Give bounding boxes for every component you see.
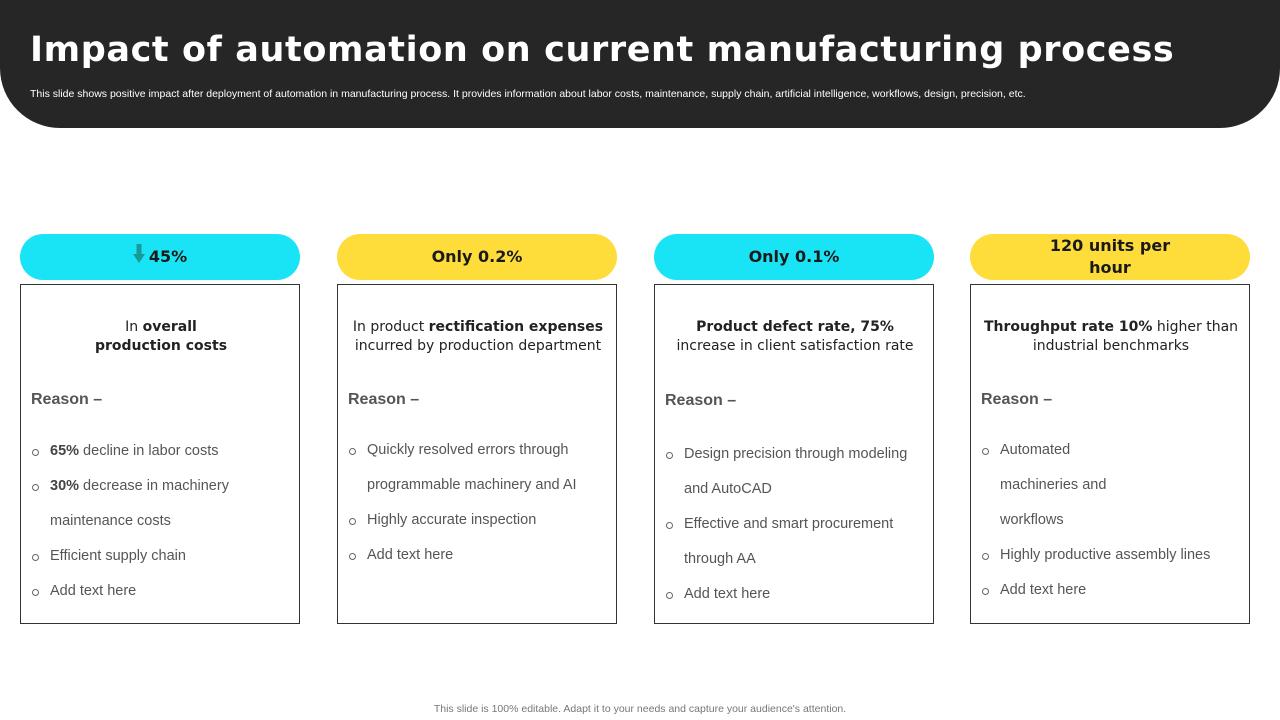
card-body: Throughput rate 10% higher than industri…: [970, 284, 1250, 624]
reason-list: Design precision through modeling and Au…: [665, 437, 927, 612]
reason-list: Automated machineries and workflows High…: [981, 433, 1211, 608]
metric-pill: 120 units per hour: [970, 234, 1250, 280]
card-production-costs: 45% In overall production costs Reason –…: [20, 234, 300, 624]
metric-pill: Only 0.1%: [654, 234, 934, 280]
card-headline: Product defect rate, 75% increase in cli…: [676, 319, 914, 354]
reason-label: Reason –: [665, 392, 737, 409]
list-item: Add text here: [665, 577, 927, 612]
list-item: 65% decline in labor costs: [31, 434, 293, 469]
card-defect-rate: Only 0.1% Product defect rate, 75% incre…: [654, 234, 934, 624]
list-item: Effective and smart procurement through …: [665, 507, 927, 577]
card-throughput-rate: 120 units per hour Throughput rate 10% h…: [970, 234, 1250, 624]
page-subtitle: This slide shows positive impact after d…: [30, 88, 1026, 100]
card-rectification-expenses: Only 0.2% In product rectification expen…: [337, 234, 617, 624]
reason-list: 65% decline in labor costs 30% decrease …: [31, 434, 293, 609]
card-body: Product defect rate, 75% increase in cli…: [654, 284, 934, 624]
reason-label: Reason –: [31, 391, 103, 408]
card-body: In product rectification expenses incurr…: [337, 284, 617, 624]
list-item: Add text here: [348, 538, 610, 573]
list-item: Add text here: [31, 574, 293, 609]
metric-pill: Only 0.2%: [337, 234, 617, 280]
list-item: Add text here: [981, 573, 1211, 608]
list-item: Quickly resolved errors through programm…: [348, 433, 610, 503]
footer-note: This slide is 100% editable. Adapt it to…: [433, 703, 847, 715]
metric-value: Only 0.1%: [748, 247, 840, 266]
reason-label: Reason –: [348, 391, 420, 408]
list-item: Efficient supply chain: [31, 539, 293, 574]
metric-pill: 45%: [20, 234, 300, 280]
header-banner: Impact of automation on current manufact…: [0, 0, 1280, 128]
page-title: Impact of automation on current manufact…: [30, 30, 1175, 70]
down-arrow-icon: [132, 244, 145, 263]
reason-list: Quickly resolved errors through programm…: [348, 433, 610, 573]
list-item: 30% decrease in machinery maintenance co…: [31, 469, 293, 539]
list-item: Highly accurate inspection: [348, 503, 610, 538]
metric-value: Only 0.2%: [431, 247, 523, 266]
list-item: Design precision through modeling and Au…: [665, 437, 927, 507]
metric-value: 120 units per hour: [1049, 236, 1171, 277]
card-headline: Throughput rate 10% higher than industri…: [983, 319, 1239, 354]
metric-value: 45%: [148, 247, 188, 266]
reason-label: Reason –: [981, 391, 1053, 408]
card-headline: In product rectification expenses incurr…: [352, 319, 604, 354]
card-headline: In overall production costs: [94, 319, 228, 354]
card-body: In overall production costs Reason – 65%…: [20, 284, 300, 624]
list-item: Automated machineries and workflows: [981, 433, 1211, 538]
list-item: Highly productive assembly lines: [981, 538, 1211, 573]
